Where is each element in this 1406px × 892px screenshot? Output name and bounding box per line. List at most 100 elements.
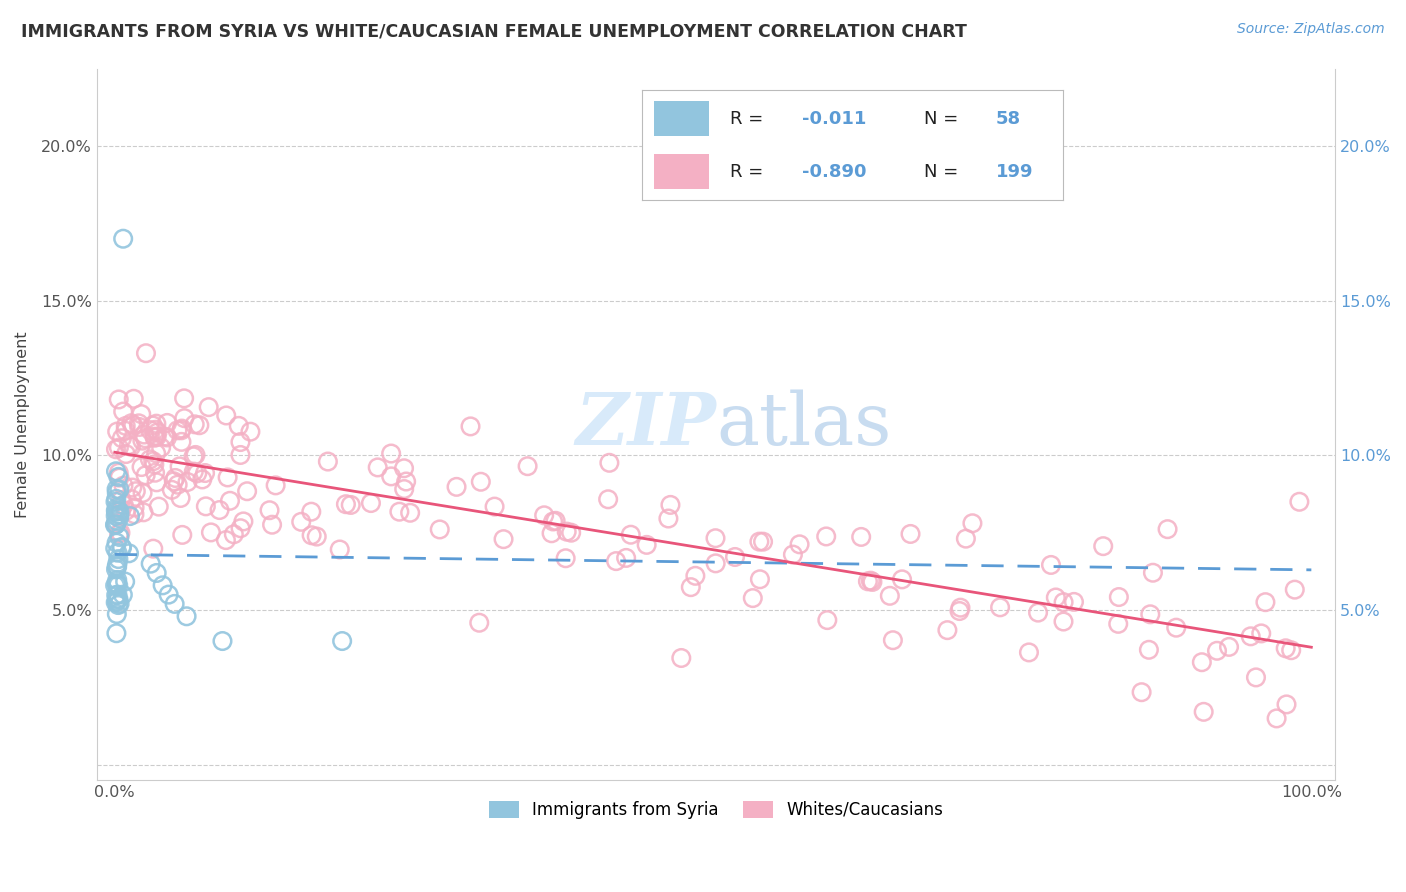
Point [533,508,555,523]
Point [1063,595,1085,609]
Point [111,588,134,602]
Point [211,634,233,648]
Point [860,574,883,589]
Point [236,484,259,499]
Point [554,551,576,566]
Point [620,527,643,541]
Point [484,500,506,514]
Point [183,465,205,479]
Point [657,511,679,525]
Point [1192,705,1215,719]
Point [183,417,205,432]
Point [176,475,198,489]
Point [135,346,157,360]
Point [156,430,179,444]
Point [429,523,451,537]
Point [215,533,238,547]
Point [132,427,155,442]
Point [1052,595,1074,609]
Point [145,475,167,490]
Point [1018,645,1040,659]
Point [468,615,491,630]
Point [367,460,389,475]
Point [163,475,186,489]
Legend: Immigrants from Syria, Whites/Caucasians: Immigrants from Syria, Whites/Caucasians [482,794,950,825]
Point [132,505,155,519]
Point [859,574,882,588]
Point [105,517,128,532]
Point [1274,641,1296,656]
Point [1166,621,1188,635]
Point [108,508,131,522]
Point [112,404,135,418]
Point [169,459,191,474]
Point [1265,711,1288,725]
Point [131,486,153,500]
Point [1139,607,1161,622]
Point [135,468,157,483]
Point [104,578,127,592]
Point [188,418,211,433]
Point [105,464,128,478]
Point [105,607,128,621]
Point [560,525,582,540]
Point [614,550,637,565]
Point [122,418,145,433]
Point [200,525,222,540]
Point [108,530,131,544]
Point [290,515,312,529]
Point [143,431,166,445]
Point [782,548,804,562]
Point [107,392,129,407]
Point [215,409,238,423]
Point [259,503,281,517]
Point [184,448,207,462]
Point [222,527,245,541]
Point [789,537,811,551]
Point [105,577,128,591]
Point [142,454,165,468]
Point [173,411,195,425]
Point [208,503,231,517]
Point [160,483,183,497]
Point [1191,655,1213,669]
Point [264,478,287,492]
Point [197,400,219,414]
Point [879,589,901,603]
Point [891,573,914,587]
Point [108,483,131,497]
Point [142,541,165,556]
Point [228,418,250,433]
Point [108,511,131,525]
Point [166,477,188,491]
Point [815,529,838,543]
Point [105,425,128,439]
Point [131,434,153,448]
Point [492,532,515,546]
Point [165,471,187,485]
Point [1250,626,1272,640]
Point [108,471,131,485]
Point [110,525,132,540]
Point [1206,644,1229,658]
Point [170,423,193,437]
Point [679,580,702,594]
Point [104,508,127,523]
Point [110,504,132,518]
Point [153,429,176,443]
Point [107,578,129,592]
Point [301,528,323,542]
Point [112,478,135,492]
Point [145,446,167,460]
Point [1284,582,1306,597]
Point [194,500,217,514]
Point [186,467,208,481]
Text: Source: ZipAtlas.com: Source: ZipAtlas.com [1237,22,1385,37]
Point [108,504,131,518]
Point [115,504,138,518]
Point [129,407,152,421]
Point [120,416,142,430]
Point [1244,670,1267,684]
Point [139,423,162,437]
Point [166,423,188,437]
